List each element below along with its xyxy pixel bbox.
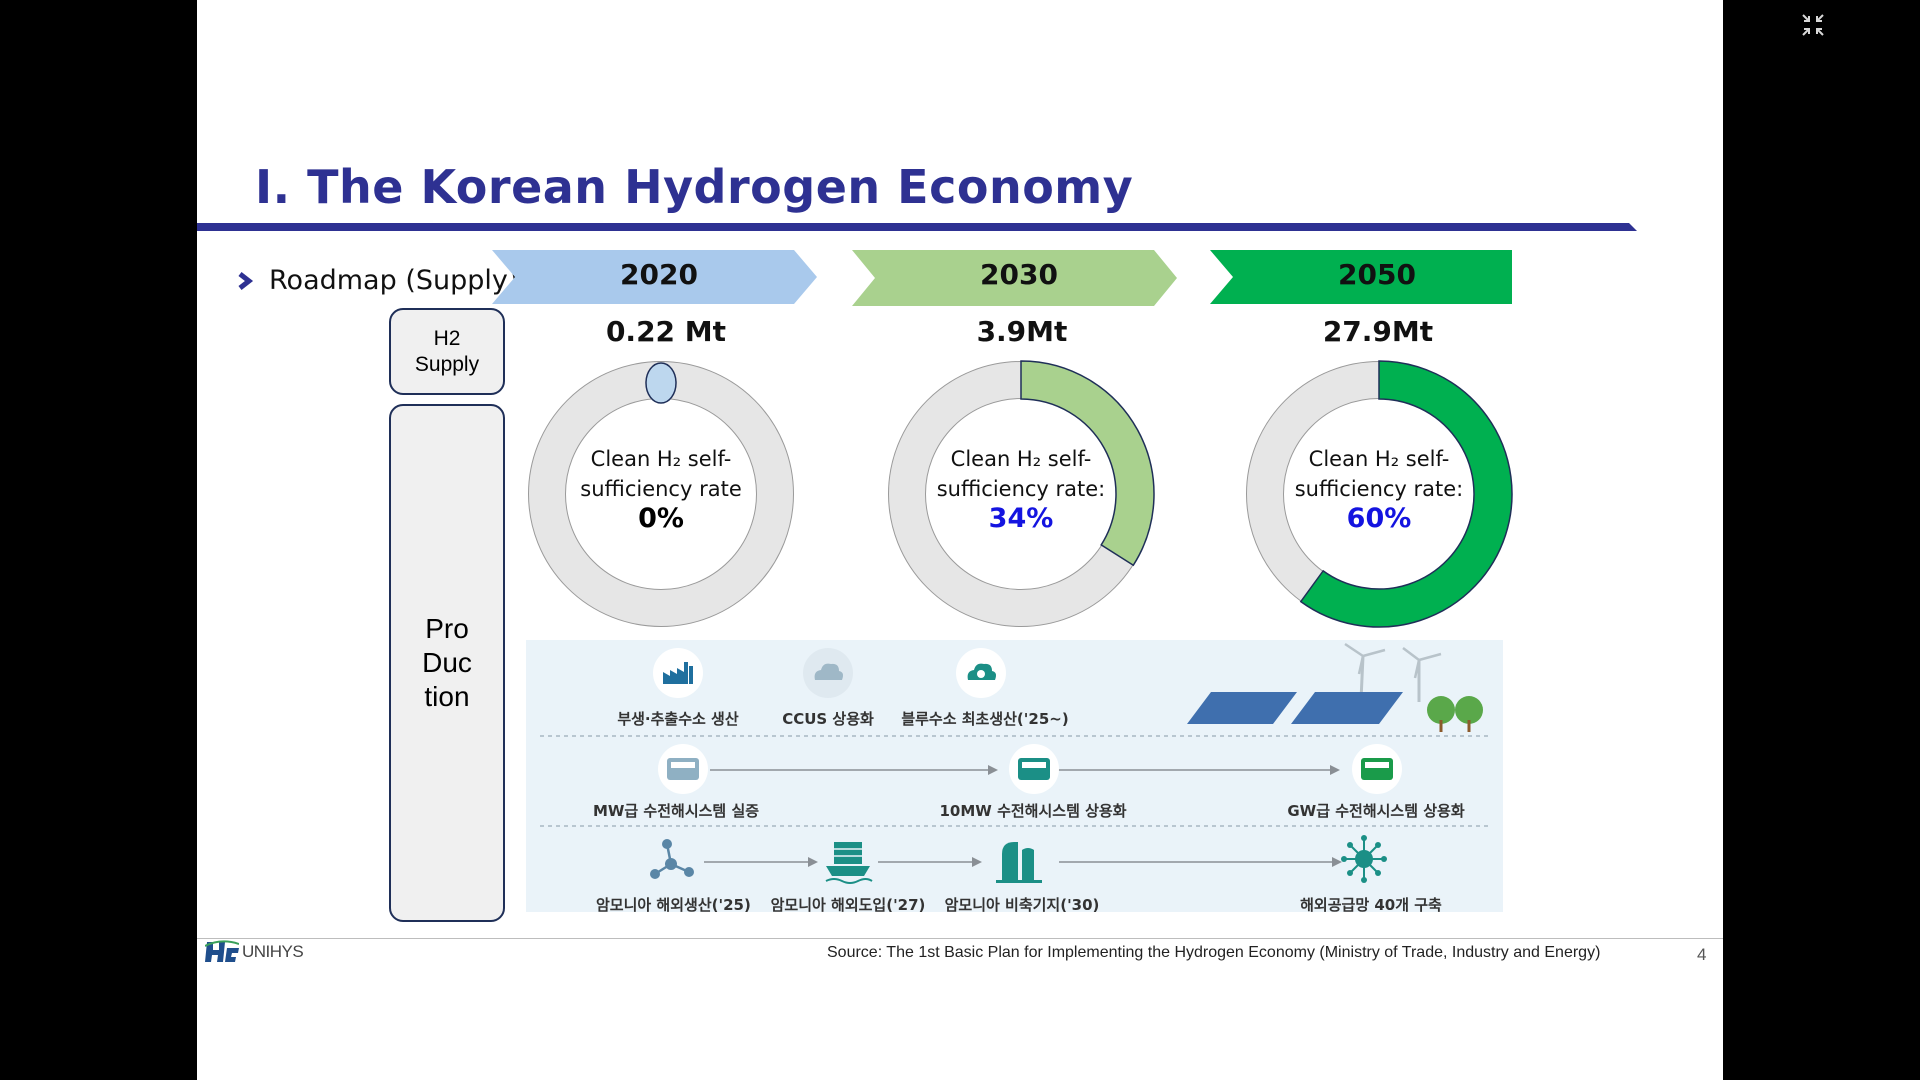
blue-hydrogen-cloud-icon: [956, 648, 1006, 698]
row1-label-1: 부생·추출수소 생산: [617, 710, 739, 728]
global-network-icon: [1341, 835, 1387, 883]
section-heading: Roadmap (Supply): [235, 265, 518, 296]
supply-2030: 3.9Mt: [976, 315, 1068, 348]
year-2030: 2030: [980, 258, 1058, 291]
chevron-2030: [852, 250, 1177, 306]
production-roadmap-panel: 부생·추출수소 생산 CCUS 상용화 블루수소 최초생산('25~) MW급 …: [526, 640, 1503, 914]
rate-2020: 0%: [638, 503, 684, 534]
donut-2020: Clean H₂ self- sufficiency rate 0%: [527, 360, 795, 628]
row3-label-3: 암모니아 비축기지('30): [944, 896, 1100, 914]
cargo-ship-icon: [825, 842, 873, 884]
row2-label-3: GW급 수전해시스템 상용화: [1287, 802, 1465, 820]
electrolyzer-icon: [1352, 744, 1402, 794]
h2-supply-label: H2 Supply: [389, 308, 505, 395]
supply-2050: 27.9Mt: [1322, 315, 1434, 348]
exit-fullscreen-icon[interactable]: [1800, 12, 1826, 38]
row3-label-4: 해외공급망 40개 구축: [1300, 896, 1442, 914]
row1-label-2: CCUS 상용화: [782, 710, 874, 728]
cloud-icon: [803, 648, 853, 698]
timeline-chevrons: [492, 250, 1512, 306]
chevron-2020: [492, 250, 817, 304]
footer-divider: [197, 938, 1723, 939]
supply-2020: 0.22 Mt: [605, 315, 727, 348]
panel-guides: [540, 735, 1491, 867]
year-2020: 2020: [620, 258, 698, 291]
unihys-logo-icon: [205, 940, 239, 962]
storage-tank-icon: [996, 842, 1042, 883]
solar-wind-icon: [1187, 642, 1483, 732]
rate-2050: 60%: [1346, 503, 1412, 534]
row3-label-2: 암모니아 해외도입('27): [770, 896, 926, 914]
year-2050: 2050: [1338, 258, 1416, 291]
source-citation: Source: The 1st Basic Plan for Implement…: [827, 944, 1601, 961]
rate-arc-2050: [1299, 360, 1513, 628]
chevron-2050: [1210, 250, 1512, 304]
electrolyzer-icon: [658, 744, 708, 794]
rate-2030: 34%: [988, 503, 1054, 534]
donut-2050: Clean H₂ self- sufficiency rate: 60%: [1245, 360, 1513, 628]
factory-icon: [653, 648, 703, 698]
row1-label-3: 블루수소 최초생산('25~): [901, 710, 1069, 728]
zero-rate-marker: [645, 362, 677, 404]
electrolyzer-icon: [1009, 744, 1059, 794]
section-label: Roadmap (Supply): [269, 265, 519, 296]
slide-title: Ⅰ. The Korean Hydrogen Economy: [255, 160, 1134, 214]
row3-label-1: 암모니아 해외생산('25): [596, 896, 751, 914]
molecule-icon: [650, 839, 694, 879]
donut-2030: Clean H₂ self- sufficiency rate: 34%: [887, 360, 1155, 628]
production-label: Pro Duc tion: [389, 404, 505, 922]
row2-label-2: 10MW 수전해시스템 상용화: [939, 802, 1127, 820]
chevron-right-icon: [238, 271, 254, 290]
rate-arc-2030: [1020, 360, 1155, 567]
row2-label-1: MW급 수전해시스템 실증: [592, 802, 760, 820]
unihys-logo: UNIHYS: [205, 940, 304, 964]
slide: Ⅰ. The Korean Hydrogen Economy Roadmap (…: [197, 0, 1723, 1080]
page-number: 4: [1697, 945, 1707, 964]
title-underline: [197, 223, 1637, 231]
